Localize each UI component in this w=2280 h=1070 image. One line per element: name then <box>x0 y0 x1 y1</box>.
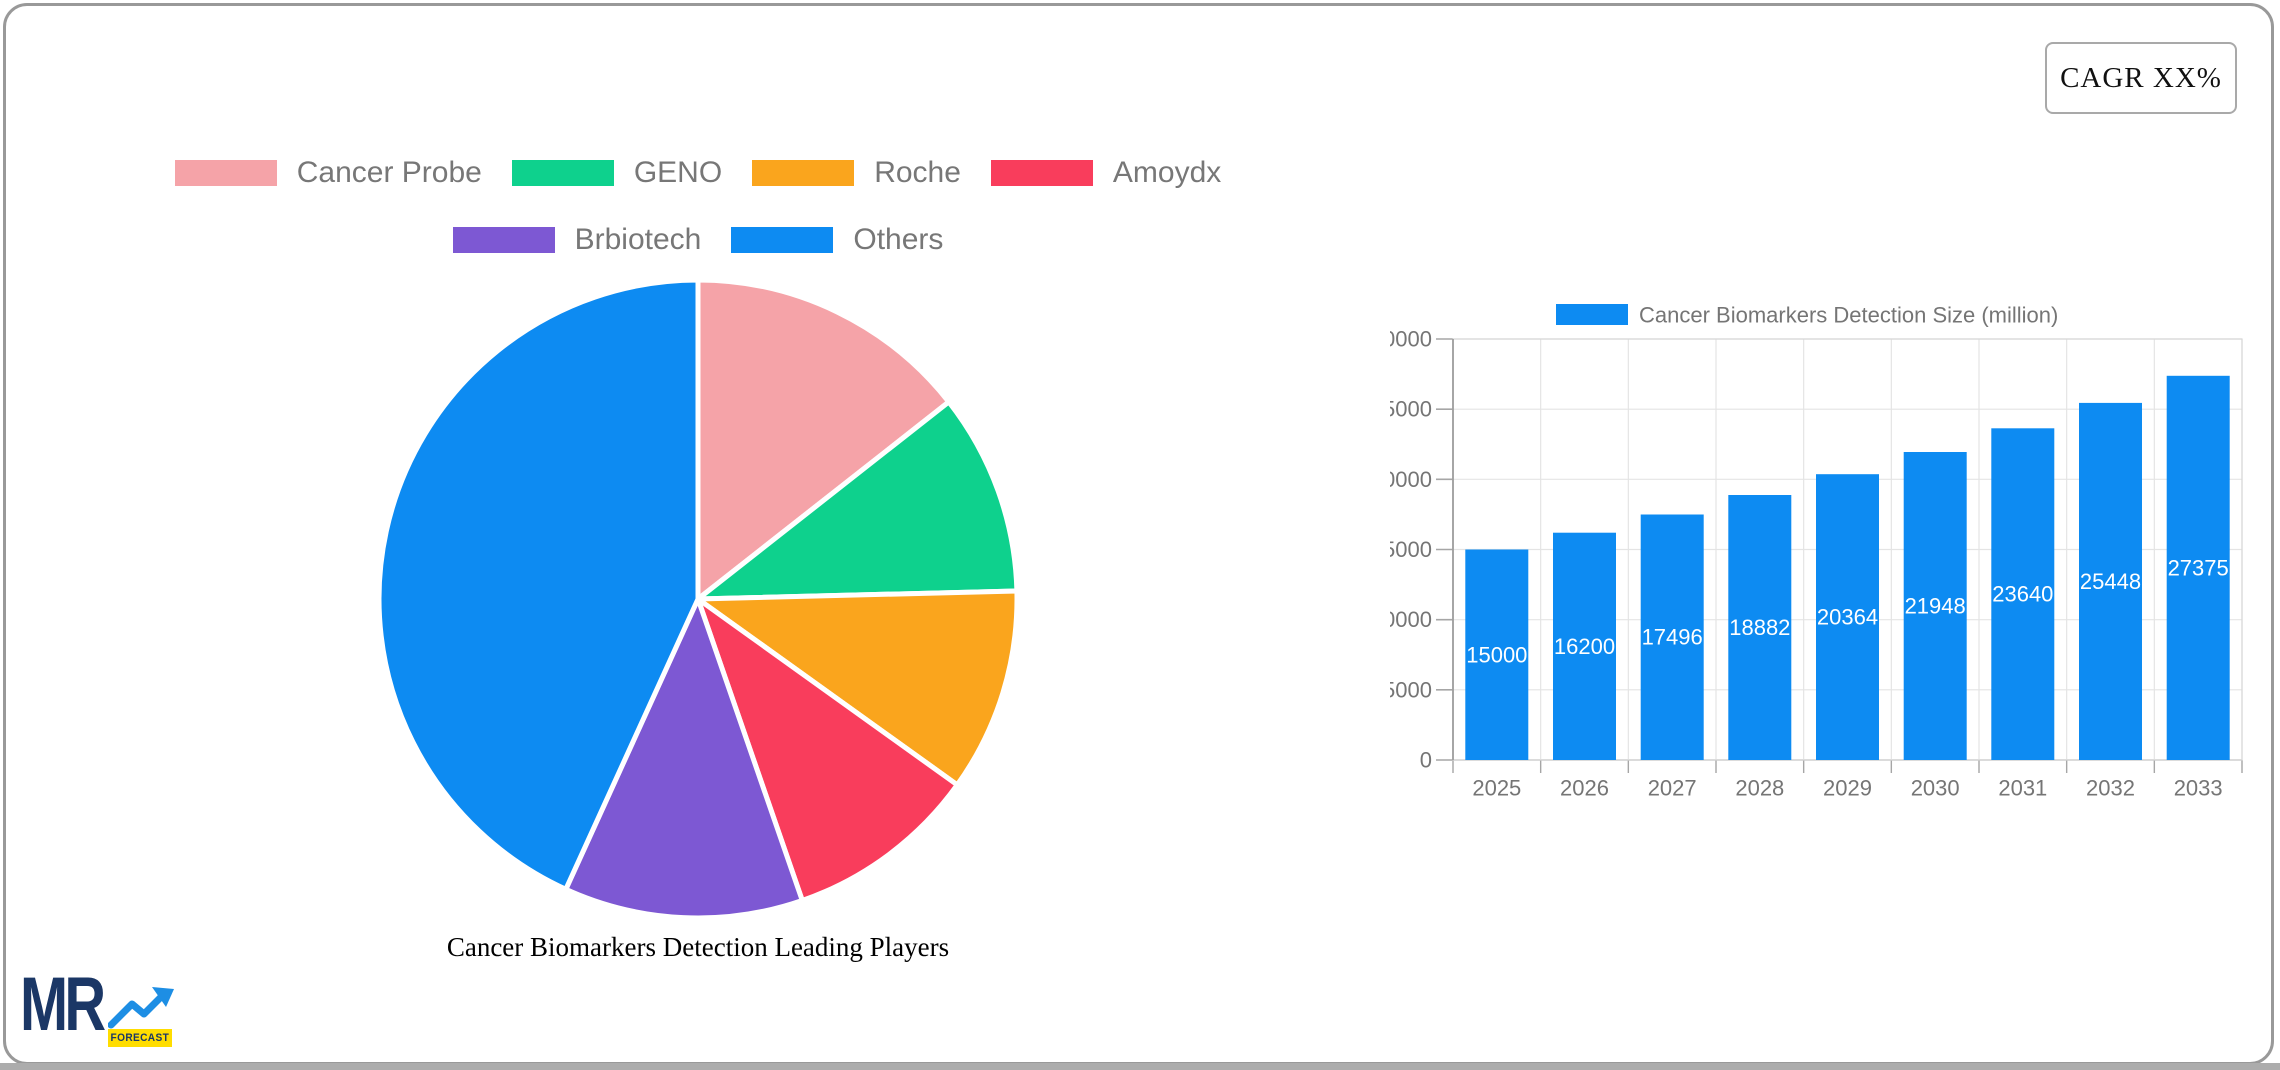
y-axis-tick-label: 25000 <box>1390 397 1432 422</box>
legend-item-amoydx[interactable]: Amoydx <box>990 156 1222 190</box>
pie-legend: Cancer Probe GENO Roche Amoydx Brbiotech Othe… <box>0 156 1396 290</box>
legend-swatch-others <box>731 227 834 253</box>
x-axis-tick-label: 2032 <box>2086 776 2135 801</box>
y-axis-tick-label: 30000 <box>1390 327 1432 352</box>
canvas-frame <box>3 3 2274 1065</box>
pie-slice-geno[interactable] <box>695 399 1020 602</box>
bar-value-label: 21948 <box>1905 594 1966 619</box>
legend-label: Cancer Probe <box>296 156 482 189</box>
legend-label: Amoydx <box>1112 156 1222 189</box>
bar-2032[interactable] <box>2079 402 2142 760</box>
bar-value-label: 20364 <box>1817 605 1878 630</box>
pie-legend-row: Brbiotech Others <box>452 223 943 257</box>
pie-chart <box>375 276 1021 922</box>
x-axis-tick-label: 2030 <box>1911 776 1960 801</box>
x-axis-tick-label: 2033 <box>2174 776 2223 801</box>
pie-slice-others[interactable] <box>376 277 701 892</box>
logo-forecast-text: FORECAST <box>110 1032 170 1044</box>
legend-item-others[interactable]: Others <box>731 223 943 257</box>
bar-2030[interactable] <box>1903 452 1967 760</box>
y-axis-tick-label: 15000 <box>1390 537 1432 562</box>
y-axis-tick-label: 10000 <box>1390 607 1432 632</box>
logo-forecast-box: FORECAST <box>108 1029 172 1047</box>
bar-2033[interactable] <box>2166 375 2230 760</box>
logo-mr-text: MR <box>20 962 106 1047</box>
pie-svg <box>376 277 1020 921</box>
pie-slice-amoydx[interactable] <box>695 596 960 903</box>
cagr-badge: CAGR XX% <box>2045 42 2237 114</box>
bar-2025[interactable] <box>1465 549 1529 761</box>
bottom-strip <box>0 1063 2280 1070</box>
bar-value-label: 27375 <box>2168 555 2229 580</box>
legend-label: GENO <box>633 156 723 189</box>
mr-forecast-logo: MR FORECAST <box>20 967 180 1049</box>
bar-2028[interactable] <box>1728 495 1792 760</box>
bar-value-label: 18882 <box>1729 615 1790 640</box>
pie-slice-brbiotech[interactable] <box>563 596 805 921</box>
legend-swatch-brbiotech <box>452 227 555 253</box>
legend-label: Roche <box>874 156 961 189</box>
legend-item-geno[interactable]: GENO <box>511 156 723 190</box>
x-axis-tick-label: 2029 <box>1823 776 1872 801</box>
x-axis-tick-label: 2028 <box>1735 776 1784 801</box>
x-axis-tick-label: 2031 <box>1998 776 2047 801</box>
x-axis-tick-label: 2027 <box>1648 776 1697 801</box>
bar-chart: Cancer Biomarkers Detection Size (millio… <box>1371 295 2270 815</box>
pie-legend-row: Cancer Probe GENO Roche Amoydx <box>174 156 1222 190</box>
legend-item-brbiotech[interactable]: Brbiotech <box>452 223 702 257</box>
bar-value-label: 16200 <box>1554 634 1615 659</box>
bar-2027[interactable] <box>1640 514 1704 761</box>
bar-value-label: 23640 <box>1992 582 2053 607</box>
y-axis-tick-label: 5000 <box>1390 677 1432 702</box>
pie-chart-title: Cancer Biomarkers Detection Leading Play… <box>446 932 950 962</box>
cagr-badge-label: CAGR XX% <box>2060 61 2222 94</box>
pie-slice-cancer-probe[interactable] <box>695 277 952 602</box>
logo-trend-arrow-icon <box>108 987 174 1029</box>
bar-2026[interactable] <box>1553 532 1616 760</box>
legend-item-cancer-probe[interactable]: Cancer Probe <box>174 156 482 190</box>
bar-value-label: 17496 <box>1642 625 1703 650</box>
bar-value-label: 15000 <box>1466 642 1527 667</box>
legend-swatch-geno <box>511 160 614 186</box>
bar-value-label: 25448 <box>2080 569 2141 594</box>
legend-item-roche[interactable]: Roche <box>752 156 961 190</box>
bar-2031[interactable] <box>1991 428 2055 760</box>
legend-swatch-roche <box>752 160 855 186</box>
legend-swatch-cancer-probe <box>174 160 277 186</box>
legend-label: Others <box>853 223 944 256</box>
y-axis-tick-label: 20000 <box>1390 467 1432 492</box>
bar-2029[interactable] <box>1816 474 1879 760</box>
x-axis-tick-label: 2026 <box>1560 776 1609 801</box>
legend-swatch-amoydx <box>990 160 1093 186</box>
pie-slice-roche[interactable] <box>695 588 1020 788</box>
x-axis-tick-label: 2025 <box>1472 776 1521 801</box>
bar-legend-label: Cancer Biomarkers Detection Size (millio… <box>1639 303 2058 328</box>
legend-label: Brbiotech <box>574 223 702 256</box>
bar-legend-swatch[interactable] <box>1556 304 1628 325</box>
y-axis-tick-label: 0 <box>1420 748 1432 773</box>
bar-svg: Cancer Biomarkers Detection Size (millio… <box>1371 303 2243 801</box>
